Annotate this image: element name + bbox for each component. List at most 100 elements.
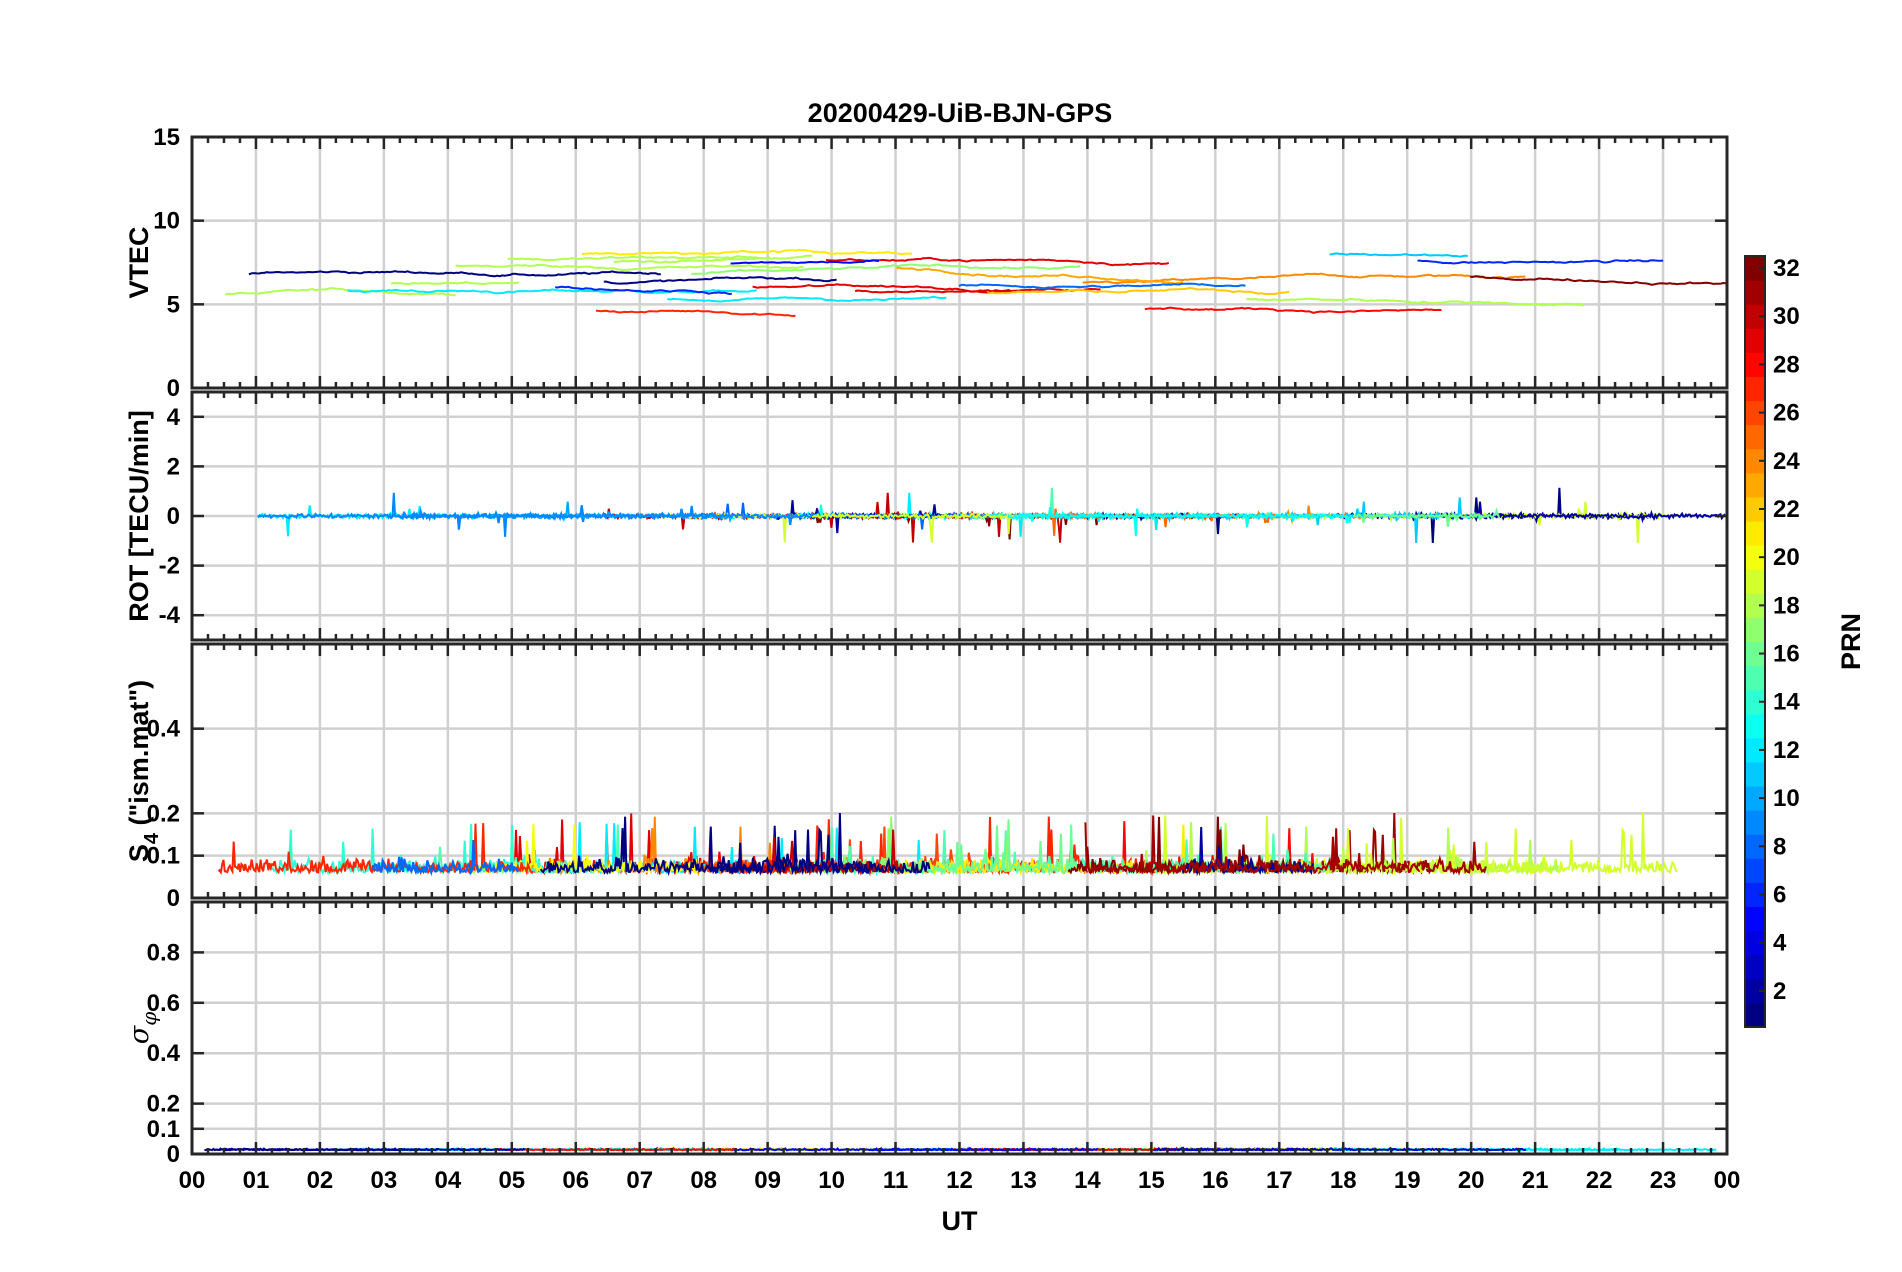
- colorbar-segment: [1745, 328, 1765, 353]
- x-tick-label: 11: [883, 1167, 908, 1194]
- x-tick-label: 21: [1522, 1167, 1549, 1194]
- x-tick-label: 14: [1074, 1167, 1101, 1194]
- x-tick-label: 02: [307, 1167, 334, 1194]
- prn-trace: [1007, 507, 1352, 536]
- colorbar-tick-label: 20: [1773, 544, 1800, 571]
- colorbar-segment: [1745, 713, 1765, 739]
- y-tick-label: 5: [167, 291, 180, 318]
- y-tick-label: 4: [167, 404, 181, 431]
- traces: [225, 248, 1727, 318]
- x-tick-label: 12: [946, 1167, 973, 1194]
- colorbar-tick-label: 10: [1773, 785, 1800, 812]
- x-tick-label: 05: [498, 1167, 525, 1194]
- x-tick-label: 22: [1586, 1167, 1613, 1194]
- colorbar-segment: [1745, 689, 1765, 715]
- y-axis-label: σφ: [124, 1012, 161, 1044]
- y-tick-label: 0.4: [147, 716, 181, 743]
- x-tick-label: 15: [1138, 1167, 1165, 1194]
- y-tick-label: -4: [159, 602, 181, 629]
- colorbar-segment: [1745, 978, 1765, 1004]
- prn-trace: [1329, 252, 1468, 258]
- x-tick-label: 18: [1330, 1167, 1357, 1194]
- colorbar-segment: [1745, 930, 1765, 956]
- colorbar-segment: [1745, 256, 1765, 281]
- colorbar-tick-label: 8: [1773, 833, 1786, 860]
- colorbar-segment: [1745, 545, 1765, 570]
- traces: [217, 812, 1678, 877]
- colorbar-segment: [1745, 954, 1765, 980]
- panel-4: 00.10.2 0.4 0.6 0.8 σφ: [124, 900, 1729, 1168]
- x-tick-label: 01: [243, 1167, 270, 1194]
- colorbar-segment: [1745, 737, 1765, 763]
- colorbar-segment: [1745, 400, 1765, 426]
- x-axis-label: UT: [942, 1206, 978, 1236]
- prn-trace: [854, 288, 1032, 294]
- colorbar-tick-label: 6: [1773, 881, 1786, 908]
- colorbar-segment: [1745, 280, 1765, 305]
- panel-1: 0 5 10 15 VTEC: [124, 124, 1729, 402]
- x-tick-label: 04: [434, 1167, 461, 1194]
- colorbar-tick-label: 14: [1773, 689, 1800, 716]
- y-tick-label: 0.6: [147, 990, 180, 1017]
- colorbar-segment: [1745, 521, 1765, 546]
- y-tick-label: 0.1: [147, 1116, 180, 1143]
- prn-trace: [371, 840, 519, 877]
- prn-trace: [730, 259, 879, 265]
- x-tick-label: 23: [1650, 1167, 1677, 1194]
- colorbar-tick-label: 26: [1773, 400, 1800, 427]
- prn-trace: [871, 1146, 1098, 1152]
- y-tick-label: 0: [167, 375, 180, 402]
- prn-trace: [888, 819, 1078, 877]
- prn-trace: [496, 1146, 736, 1152]
- colorbar-segment: [1745, 834, 1765, 859]
- colorbar-segment: [1745, 472, 1765, 498]
- colorbar-segment: [1745, 641, 1765, 667]
- prn-trace: [225, 286, 456, 297]
- x-tick-label: 07: [626, 1167, 653, 1194]
- chart-title: 20200429-UiB-BJN-GPS: [808, 98, 1113, 128]
- x-tick-label: 03: [371, 1167, 398, 1194]
- x-tick-label: 00: [1714, 1167, 1741, 1194]
- traces: [256, 487, 1727, 544]
- colorbar-tick-label: 4: [1773, 930, 1787, 957]
- colorbar-tick-label: 30: [1773, 303, 1800, 330]
- prn-trace: [1246, 297, 1584, 307]
- prn-trace: [248, 270, 661, 278]
- prn-trace: [555, 285, 732, 296]
- panel-3: 0 0.1 0.2 0.4S4 ("ism.mat"): [124, 642, 1729, 912]
- x-tick-label: 09: [754, 1167, 781, 1194]
- y-axis-label: S4 ("ism.mat"): [124, 680, 163, 862]
- colorbar-segment: [1745, 761, 1765, 787]
- prn-trace: [603, 276, 837, 285]
- colorbar-segment: [1745, 858, 1765, 883]
- x-tick-label: 13: [1010, 1167, 1037, 1194]
- prn-trace: [539, 816, 931, 877]
- prn-trace: [1165, 1146, 1308, 1152]
- colorbar-segment: [1745, 448, 1765, 474]
- y-tick-label: 2: [167, 453, 180, 480]
- colorbar-segment: [1745, 593, 1765, 618]
- colorbar-tick-label: 2: [1773, 978, 1786, 1005]
- colorbar-segment: [1745, 617, 1765, 642]
- prn-trace: [1144, 306, 1442, 314]
- colorbar-tick-label: 32: [1773, 255, 1800, 282]
- colorbar-label: PRN: [1836, 613, 1866, 670]
- colorbar-segment: [1745, 376, 1765, 402]
- prn-trace: [1084, 815, 1487, 877]
- x-tick-label: 20: [1458, 1167, 1485, 1194]
- prn-trace: [391, 281, 520, 286]
- y-tick-label: 0: [167, 503, 180, 530]
- colorbar-segment: [1745, 569, 1765, 594]
- colorbar-segment: [1745, 1002, 1765, 1028]
- colorbar-segment: [1745, 496, 1765, 522]
- y-tick-label: 15: [153, 124, 180, 151]
- prn-trace: [752, 283, 1101, 293]
- colorbar-tick-label: 24: [1773, 448, 1800, 475]
- y-tick-label: 0.2: [147, 800, 180, 827]
- panel-2: -4 -2 0 2 4 ROT [TECU/min]: [124, 390, 1729, 642]
- prn-trace: [1415, 501, 1727, 524]
- prn-trace: [1469, 275, 1727, 286]
- prn-trace: [389, 505, 815, 530]
